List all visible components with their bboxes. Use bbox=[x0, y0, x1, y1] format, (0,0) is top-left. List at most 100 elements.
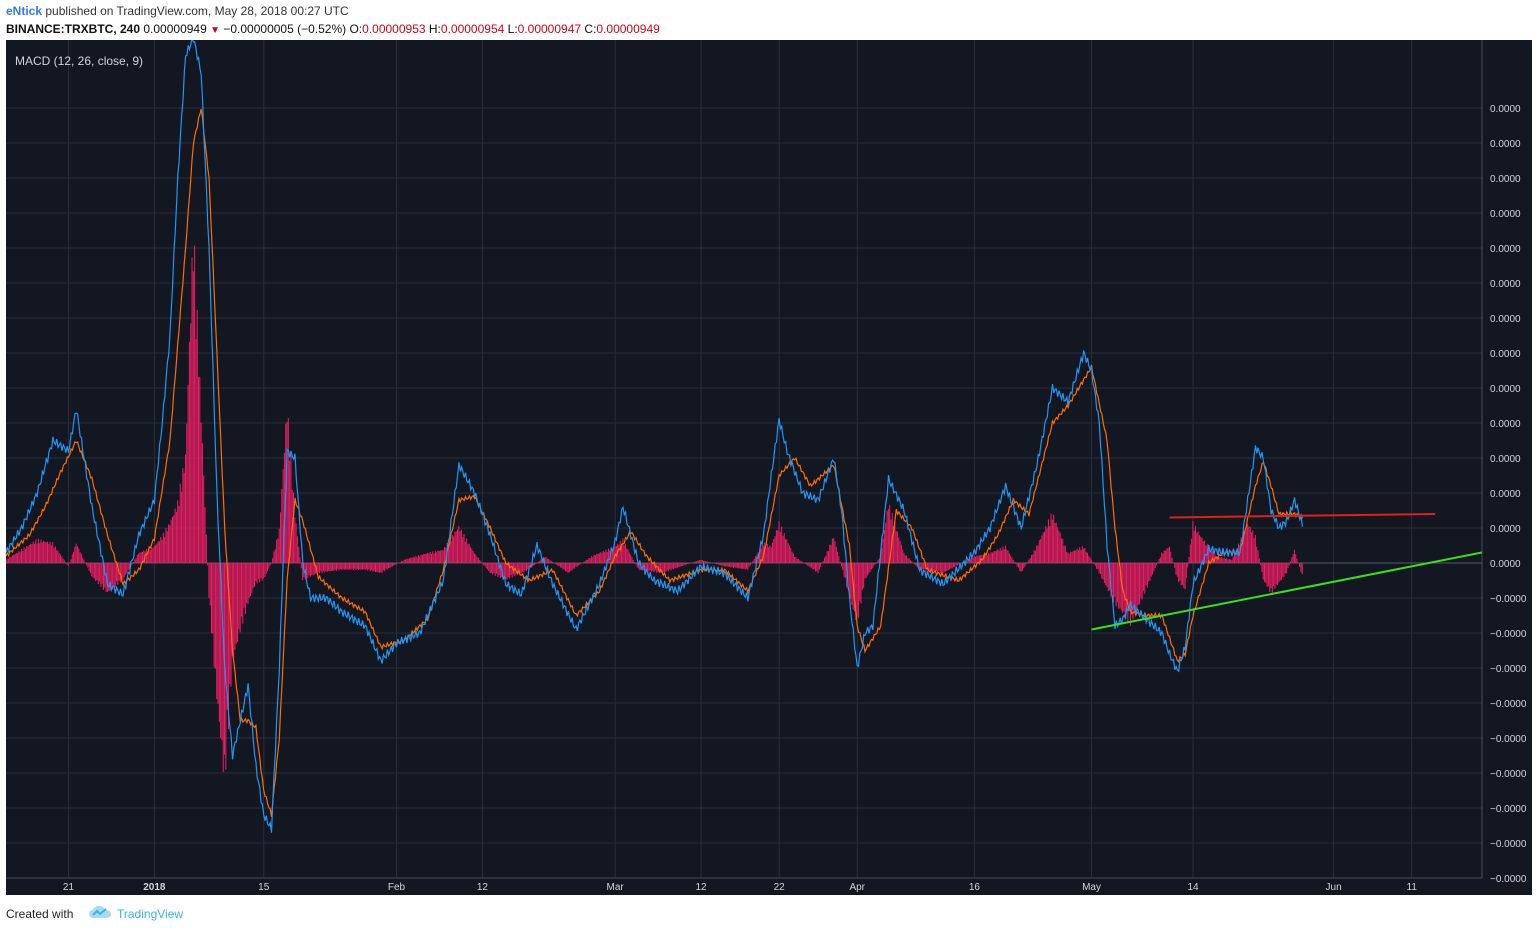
histogram-bar bbox=[1279, 563, 1281, 581]
histogram-bar bbox=[602, 550, 604, 563]
histogram-bar bbox=[502, 563, 504, 579]
histogram-bar bbox=[142, 551, 144, 563]
histogram-bar bbox=[256, 563, 258, 584]
histogram-bar bbox=[127, 563, 129, 571]
histogram-bar bbox=[95, 563, 97, 581]
histogram-bar bbox=[317, 563, 319, 573]
x-tick-label: 15 bbox=[258, 882, 270, 893]
histogram-bar bbox=[97, 563, 99, 585]
histogram-bar bbox=[666, 563, 668, 571]
histogram-bar bbox=[31, 544, 33, 563]
author-link[interactable]: eNtick bbox=[6, 4, 43, 18]
histogram-bar bbox=[1261, 563, 1263, 572]
histogram-bar bbox=[294, 517, 296, 563]
histogram-bar bbox=[157, 541, 159, 563]
histogram-bar bbox=[102, 563, 105, 590]
chart-pane[interactable]: 0.0000 0.0000 0.0000 0.0000 0.0000 0.0000 0.00… bbox=[6, 40, 1532, 895]
histogram-bar bbox=[220, 563, 222, 738]
publish-line: eNtick published on TradingView.com, May… bbox=[6, 4, 349, 18]
histogram-bar bbox=[207, 563, 209, 566]
histogram-bar bbox=[1137, 563, 1139, 605]
histogram-bar bbox=[831, 538, 833, 563]
histogram-bar bbox=[588, 557, 590, 563]
histogram-bar bbox=[1271, 563, 1273, 593]
histogram-bar bbox=[266, 563, 269, 572]
histogram-bar bbox=[350, 563, 352, 570]
histogram-bar bbox=[385, 563, 387, 569]
histogram-bar bbox=[217, 563, 219, 704]
histogram-bar bbox=[276, 539, 278, 563]
histogram-bar bbox=[924, 563, 926, 570]
histogram-bar bbox=[796, 559, 798, 563]
histogram-bar bbox=[868, 563, 870, 574]
histogram-bar bbox=[998, 550, 1000, 563]
histogram-bar bbox=[458, 525, 460, 563]
histogram-bar bbox=[407, 558, 409, 563]
histogram-bar bbox=[883, 530, 885, 563]
histogram-bar bbox=[739, 563, 741, 569]
histogram-bar bbox=[1079, 547, 1081, 563]
histogram-bar bbox=[1262, 563, 1264, 580]
histogram-bar bbox=[1020, 563, 1022, 572]
histogram-bar bbox=[885, 522, 887, 563]
histogram-bar bbox=[1064, 545, 1066, 563]
y-tick-label: −0.0000 bbox=[1490, 594, 1527, 605]
histogram-bar bbox=[20, 549, 23, 563]
histogram-bar bbox=[790, 547, 792, 563]
histogram-bar bbox=[729, 563, 731, 567]
histogram-bar bbox=[1131, 563, 1133, 613]
histogram-bar bbox=[1150, 563, 1152, 577]
histogram-bar bbox=[1016, 563, 1018, 567]
histogram-bar bbox=[1219, 557, 1221, 563]
histogram-bar bbox=[900, 544, 902, 563]
histogram-bar bbox=[725, 563, 727, 567]
histogram-bar bbox=[619, 541, 621, 563]
histogram-bar bbox=[134, 559, 136, 563]
histogram-bar bbox=[505, 563, 507, 579]
histogram-bar bbox=[334, 563, 336, 570]
symbol-name[interactable]: BINANCE:TRXBTC, 240 bbox=[6, 22, 141, 36]
tradingview-brand-link[interactable]: TradingView bbox=[117, 907, 184, 921]
macd-chart[interactable]: 0.0000 0.0000 0.0000 0.0000 0.0000 0.0000 0.00… bbox=[6, 40, 1532, 895]
macd-line bbox=[6, 40, 1303, 833]
histogram-bar bbox=[937, 563, 939, 573]
histogram-bar bbox=[57, 550, 59, 563]
histogram-bar bbox=[378, 563, 380, 573]
histogram-bar bbox=[570, 563, 572, 571]
histogram-bar bbox=[1133, 563, 1135, 611]
histogram-bar bbox=[252, 563, 254, 589]
histogram-bar bbox=[748, 563, 750, 567]
histogram-bar bbox=[250, 563, 252, 597]
histogram-bar bbox=[618, 544, 620, 563]
histogram-bar bbox=[971, 557, 973, 563]
histogram-bar bbox=[289, 460, 291, 563]
histogram-bar bbox=[919, 563, 921, 570]
y-tick-label: 0.0000 bbox=[1490, 384, 1521, 395]
histogram-bar bbox=[747, 563, 749, 570]
x-tick-label: May bbox=[1082, 882, 1101, 893]
histogram-bar bbox=[316, 563, 318, 574]
histogram-bar bbox=[708, 561, 710, 563]
histogram-bar bbox=[17, 553, 19, 563]
tradingview-cloud-icon[interactable] bbox=[88, 904, 112, 920]
histogram-bar bbox=[775, 530, 777, 563]
histogram-bar bbox=[1132, 563, 1134, 620]
histogram-bar bbox=[89, 563, 91, 573]
histogram-bar bbox=[1099, 563, 1102, 575]
histogram-bar bbox=[626, 548, 628, 563]
histogram-bar bbox=[462, 537, 464, 563]
histogram-bar bbox=[557, 563, 559, 566]
histogram-bar bbox=[791, 551, 793, 563]
histogram-bar bbox=[700, 560, 702, 563]
histogram-bar bbox=[774, 536, 776, 563]
histogram-bar bbox=[414, 557, 416, 563]
histogram-bar bbox=[943, 563, 945, 572]
histogram-bar bbox=[1003, 549, 1005, 563]
histogram-bar bbox=[75, 543, 77, 563]
histogram-bar bbox=[438, 551, 440, 563]
histogram-bar bbox=[1024, 563, 1026, 567]
indicator-label[interactable]: MACD (12, 26, close, 9) bbox=[15, 54, 144, 68]
histogram-bar bbox=[1165, 550, 1167, 563]
histogram-bar bbox=[926, 563, 928, 571]
histogram-bar bbox=[1086, 552, 1089, 563]
